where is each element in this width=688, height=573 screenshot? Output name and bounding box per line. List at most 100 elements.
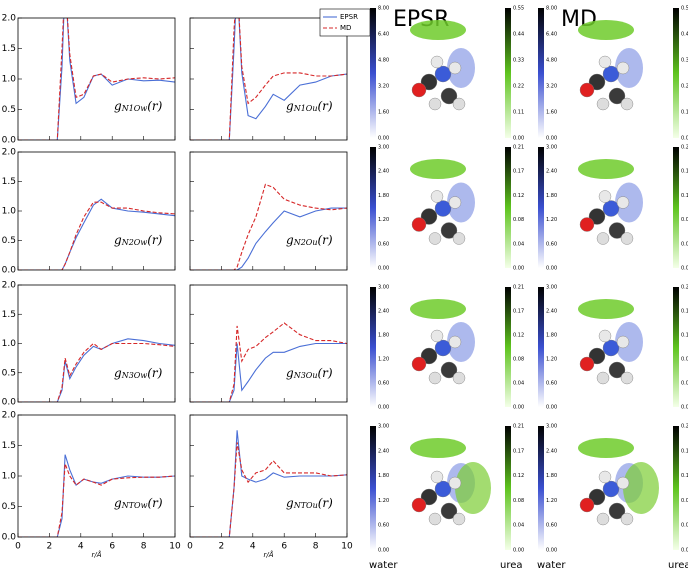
colorbar-tick-label: 0.00 — [513, 548, 524, 554]
colorbar-tick-label: 0.00 — [513, 405, 524, 411]
series-line — [190, 430, 347, 537]
colorbar-tick-label: 0.21 — [681, 285, 688, 291]
colorbar-tick-label: 0.60 — [378, 241, 389, 247]
urea-colorbar — [673, 426, 679, 550]
atom — [411, 217, 427, 232]
colorbar-tick-label: 0.17 — [513, 169, 524, 175]
atom — [602, 339, 620, 357]
atom — [620, 232, 634, 245]
atom — [598, 470, 612, 484]
x-tick-label: 2 — [219, 542, 225, 552]
urea-density — [578, 438, 634, 458]
y-tick-label: 1.0 — [2, 207, 17, 217]
colorbar-tick-label: 2.40 — [378, 448, 389, 454]
colorbar-tick-label: 3.00 — [378, 145, 389, 151]
urea-label: urea — [668, 560, 688, 571]
x-tick-label: 4 — [78, 542, 84, 552]
atom — [428, 97, 442, 111]
colorbar-tick-label: 0.12 — [681, 193, 688, 199]
y-tick-label: 2.0 — [2, 14, 17, 24]
colorbar-tick-label: 0.21 — [681, 145, 688, 151]
label-part: N3Ow — [121, 371, 148, 380]
colorbar-tick-label: 0.11 — [681, 110, 688, 116]
water-label: water — [369, 560, 398, 571]
atom — [596, 512, 610, 526]
panel-label: gN3Ow(r) — [114, 366, 163, 381]
colorbar-tick-label: 1.20 — [378, 217, 389, 223]
urea-colorbar — [505, 147, 511, 268]
atom — [448, 196, 462, 209]
x-tick-label: 2 — [47, 542, 53, 552]
label-part: (r) — [318, 99, 333, 113]
colorbar-tick-label: 0.00 — [546, 136, 557, 142]
colorbar-tick-label: 0.11 — [513, 110, 524, 116]
label-part: g — [114, 366, 122, 380]
urea-label: urea — [500, 560, 523, 571]
atom — [598, 55, 612, 69]
colorbar-tick-label: 8.00 — [546, 6, 557, 12]
colorbar-tick-label: 0.12 — [513, 193, 524, 199]
colorbar-tick-label: 1.20 — [546, 217, 557, 223]
colorbar-tick-label: 0.08 — [513, 217, 524, 223]
colorbar-tick-label: 0.12 — [681, 473, 688, 479]
atom — [452, 232, 466, 245]
colorbar-tick-label: 0.00 — [681, 136, 688, 142]
atom — [430, 55, 444, 69]
atom — [434, 200, 452, 217]
colorbar-tick-label: 0.60 — [378, 523, 389, 529]
atom — [588, 73, 606, 91]
urea-colorbar — [505, 8, 511, 138]
atom — [620, 97, 634, 111]
label-part: (r) — [318, 233, 333, 247]
colorbar-tick-label: 0.21 — [513, 285, 524, 291]
water-colorbar — [370, 147, 376, 268]
panel-label: gN3Ou(r) — [286, 366, 333, 381]
atom — [440, 502, 458, 520]
colorbar-tick-label: 2.40 — [378, 309, 389, 315]
atom — [596, 371, 610, 385]
colorbar-tick-label: 3.00 — [546, 285, 557, 291]
atom — [620, 512, 634, 526]
label-part: N2Ow — [121, 238, 148, 247]
label-part: NTOu — [293, 501, 318, 510]
atom — [448, 335, 462, 349]
colorbar-tick-label: 0.08 — [681, 357, 688, 363]
atom — [602, 480, 620, 498]
colorbar-tick-label: 0.00 — [546, 405, 557, 411]
series-line — [18, 342, 175, 402]
atom — [448, 476, 462, 490]
atom — [616, 61, 630, 75]
colorbar-tick-label: 0.55 — [681, 6, 688, 12]
colorbar-tick-label: 0.00 — [378, 136, 389, 142]
colorbar-tick-label: 0.00 — [546, 548, 557, 554]
water-colorbar — [370, 8, 376, 138]
colorbar-tick-label: 0.17 — [513, 309, 524, 315]
colorbar-tick-label: 0.60 — [378, 381, 389, 387]
panel-label: gN2Ou(r) — [286, 233, 333, 248]
colorbar-tick-label: 0.17 — [681, 169, 688, 175]
urea-colorbar — [505, 287, 511, 407]
series-line — [18, 463, 175, 537]
label-part: g — [286, 99, 294, 113]
colorbar-tick-label: 0.44 — [681, 32, 688, 38]
y-tick-label: 1.0 — [2, 472, 17, 482]
y-tick-label: 0.5 — [2, 368, 16, 378]
colorbar-tick-label: 0.12 — [681, 333, 688, 339]
colorbar-tick-label: 1.20 — [546, 357, 557, 363]
atom — [579, 82, 595, 98]
water-colorbar — [538, 426, 544, 550]
colorbar-tick-label: 0.44 — [513, 32, 524, 38]
atom — [430, 190, 444, 203]
label-part: (r) — [147, 496, 162, 510]
colorbar-tick-label: 0.22 — [681, 84, 688, 90]
x-tick-label: 6 — [109, 542, 115, 552]
label-part: g — [286, 496, 294, 510]
y-tick-label: 1.5 — [2, 310, 16, 320]
label-part: g — [286, 366, 294, 380]
series-line — [18, 18, 175, 140]
atom — [608, 87, 626, 105]
colorbar-tick-label: 0.08 — [513, 498, 524, 504]
series-line — [190, 183, 347, 270]
colorbar-tick-label: 0.00 — [378, 548, 389, 554]
x-tick-label: 6 — [281, 542, 287, 552]
